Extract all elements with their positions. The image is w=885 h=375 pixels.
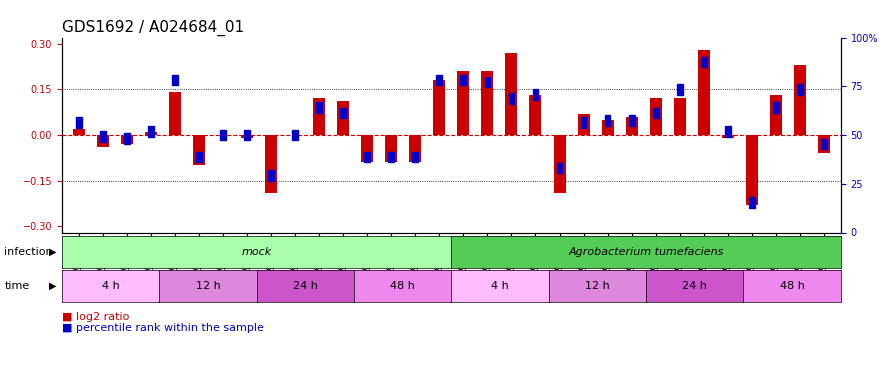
Bar [650, 99, 662, 135]
Bar [412, 152, 419, 162]
Bar [701, 57, 706, 67]
Text: 4 h: 4 h [102, 281, 119, 291]
Bar [100, 132, 105, 142]
Text: 24 h: 24 h [682, 281, 707, 291]
Bar [653, 108, 658, 118]
Text: time: time [4, 281, 30, 291]
Text: ▶: ▶ [49, 247, 56, 257]
Bar [313, 99, 325, 135]
Bar [749, 197, 755, 208]
Bar [604, 115, 611, 126]
Bar [722, 135, 734, 138]
Bar [121, 135, 133, 144]
Text: 12 h: 12 h [585, 281, 610, 291]
Bar [145, 132, 157, 135]
Bar [169, 92, 181, 135]
Bar [361, 135, 373, 162]
Text: GDS1692 / A024684_01: GDS1692 / A024684_01 [62, 20, 244, 36]
Bar [292, 130, 298, 140]
Bar [458, 71, 469, 135]
Text: mock: mock [242, 247, 272, 257]
Bar [241, 135, 253, 138]
Bar [124, 134, 130, 144]
Text: 24 h: 24 h [293, 281, 318, 291]
Bar [533, 90, 538, 100]
Bar [460, 75, 466, 86]
Bar [484, 76, 490, 87]
Bar [389, 152, 394, 162]
Bar [148, 126, 154, 136]
Bar [581, 117, 587, 128]
Bar [821, 139, 827, 150]
Bar [436, 75, 442, 86]
Bar [818, 135, 830, 153]
Bar [76, 117, 81, 128]
Text: 48 h: 48 h [780, 281, 804, 291]
Bar [794, 65, 806, 135]
Bar [626, 117, 637, 135]
Bar [557, 163, 562, 173]
Bar [673, 99, 686, 135]
Bar [509, 93, 514, 104]
Bar [602, 120, 613, 135]
Bar [244, 130, 250, 140]
Bar [797, 84, 803, 94]
Text: 48 h: 48 h [390, 281, 415, 291]
Bar [553, 135, 566, 193]
Bar [365, 152, 370, 162]
Text: 12 h: 12 h [196, 281, 220, 291]
Bar [193, 135, 205, 165]
Bar [434, 80, 445, 135]
Bar [697, 50, 710, 135]
Bar [505, 53, 518, 135]
Bar [770, 95, 781, 135]
Bar [677, 84, 682, 94]
Bar [773, 102, 779, 113]
Bar [73, 129, 85, 135]
Bar [337, 102, 350, 135]
Bar [316, 102, 322, 113]
Bar [96, 135, 109, 147]
Bar [266, 135, 277, 193]
Bar [481, 71, 494, 135]
Text: ■ log2 ratio: ■ log2 ratio [62, 312, 129, 322]
Bar [172, 75, 178, 86]
Bar [725, 126, 731, 136]
Bar [268, 170, 274, 180]
Text: ▶: ▶ [49, 281, 56, 291]
Bar [341, 108, 346, 118]
Bar [196, 152, 202, 162]
Text: ■ percentile rank within the sample: ■ percentile rank within the sample [62, 323, 264, 333]
Bar [578, 114, 589, 135]
Bar [746, 135, 758, 205]
Bar [220, 130, 226, 140]
Bar [385, 135, 397, 162]
Bar [409, 135, 421, 162]
Bar [628, 115, 635, 126]
Text: infection: infection [4, 247, 53, 257]
Text: Agrobacterium tumefaciens: Agrobacterium tumefaciens [568, 247, 724, 257]
Bar [529, 95, 542, 135]
Text: 4 h: 4 h [491, 281, 509, 291]
